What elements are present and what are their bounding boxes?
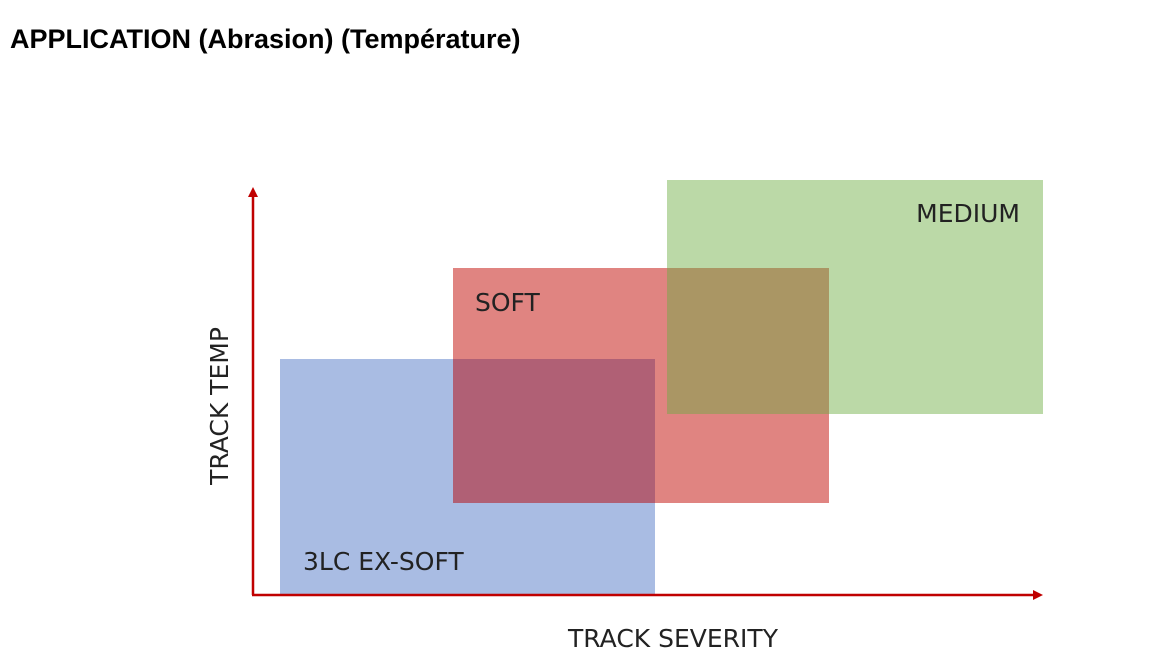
x-axis-label: TRACK SEVERITY [567, 624, 779, 653]
region-label: 3LC EX-SOFT [303, 547, 464, 576]
region-label: MEDIUM [916, 199, 1020, 228]
title: APPLICATION (Abrasion) (Température) [10, 24, 521, 54]
y-axis-label: TRACK TEMP [205, 327, 234, 486]
overlap-soft-medium [667, 268, 829, 414]
overlap-exsoft-soft [453, 359, 655, 503]
region-label: SOFT [475, 288, 540, 317]
